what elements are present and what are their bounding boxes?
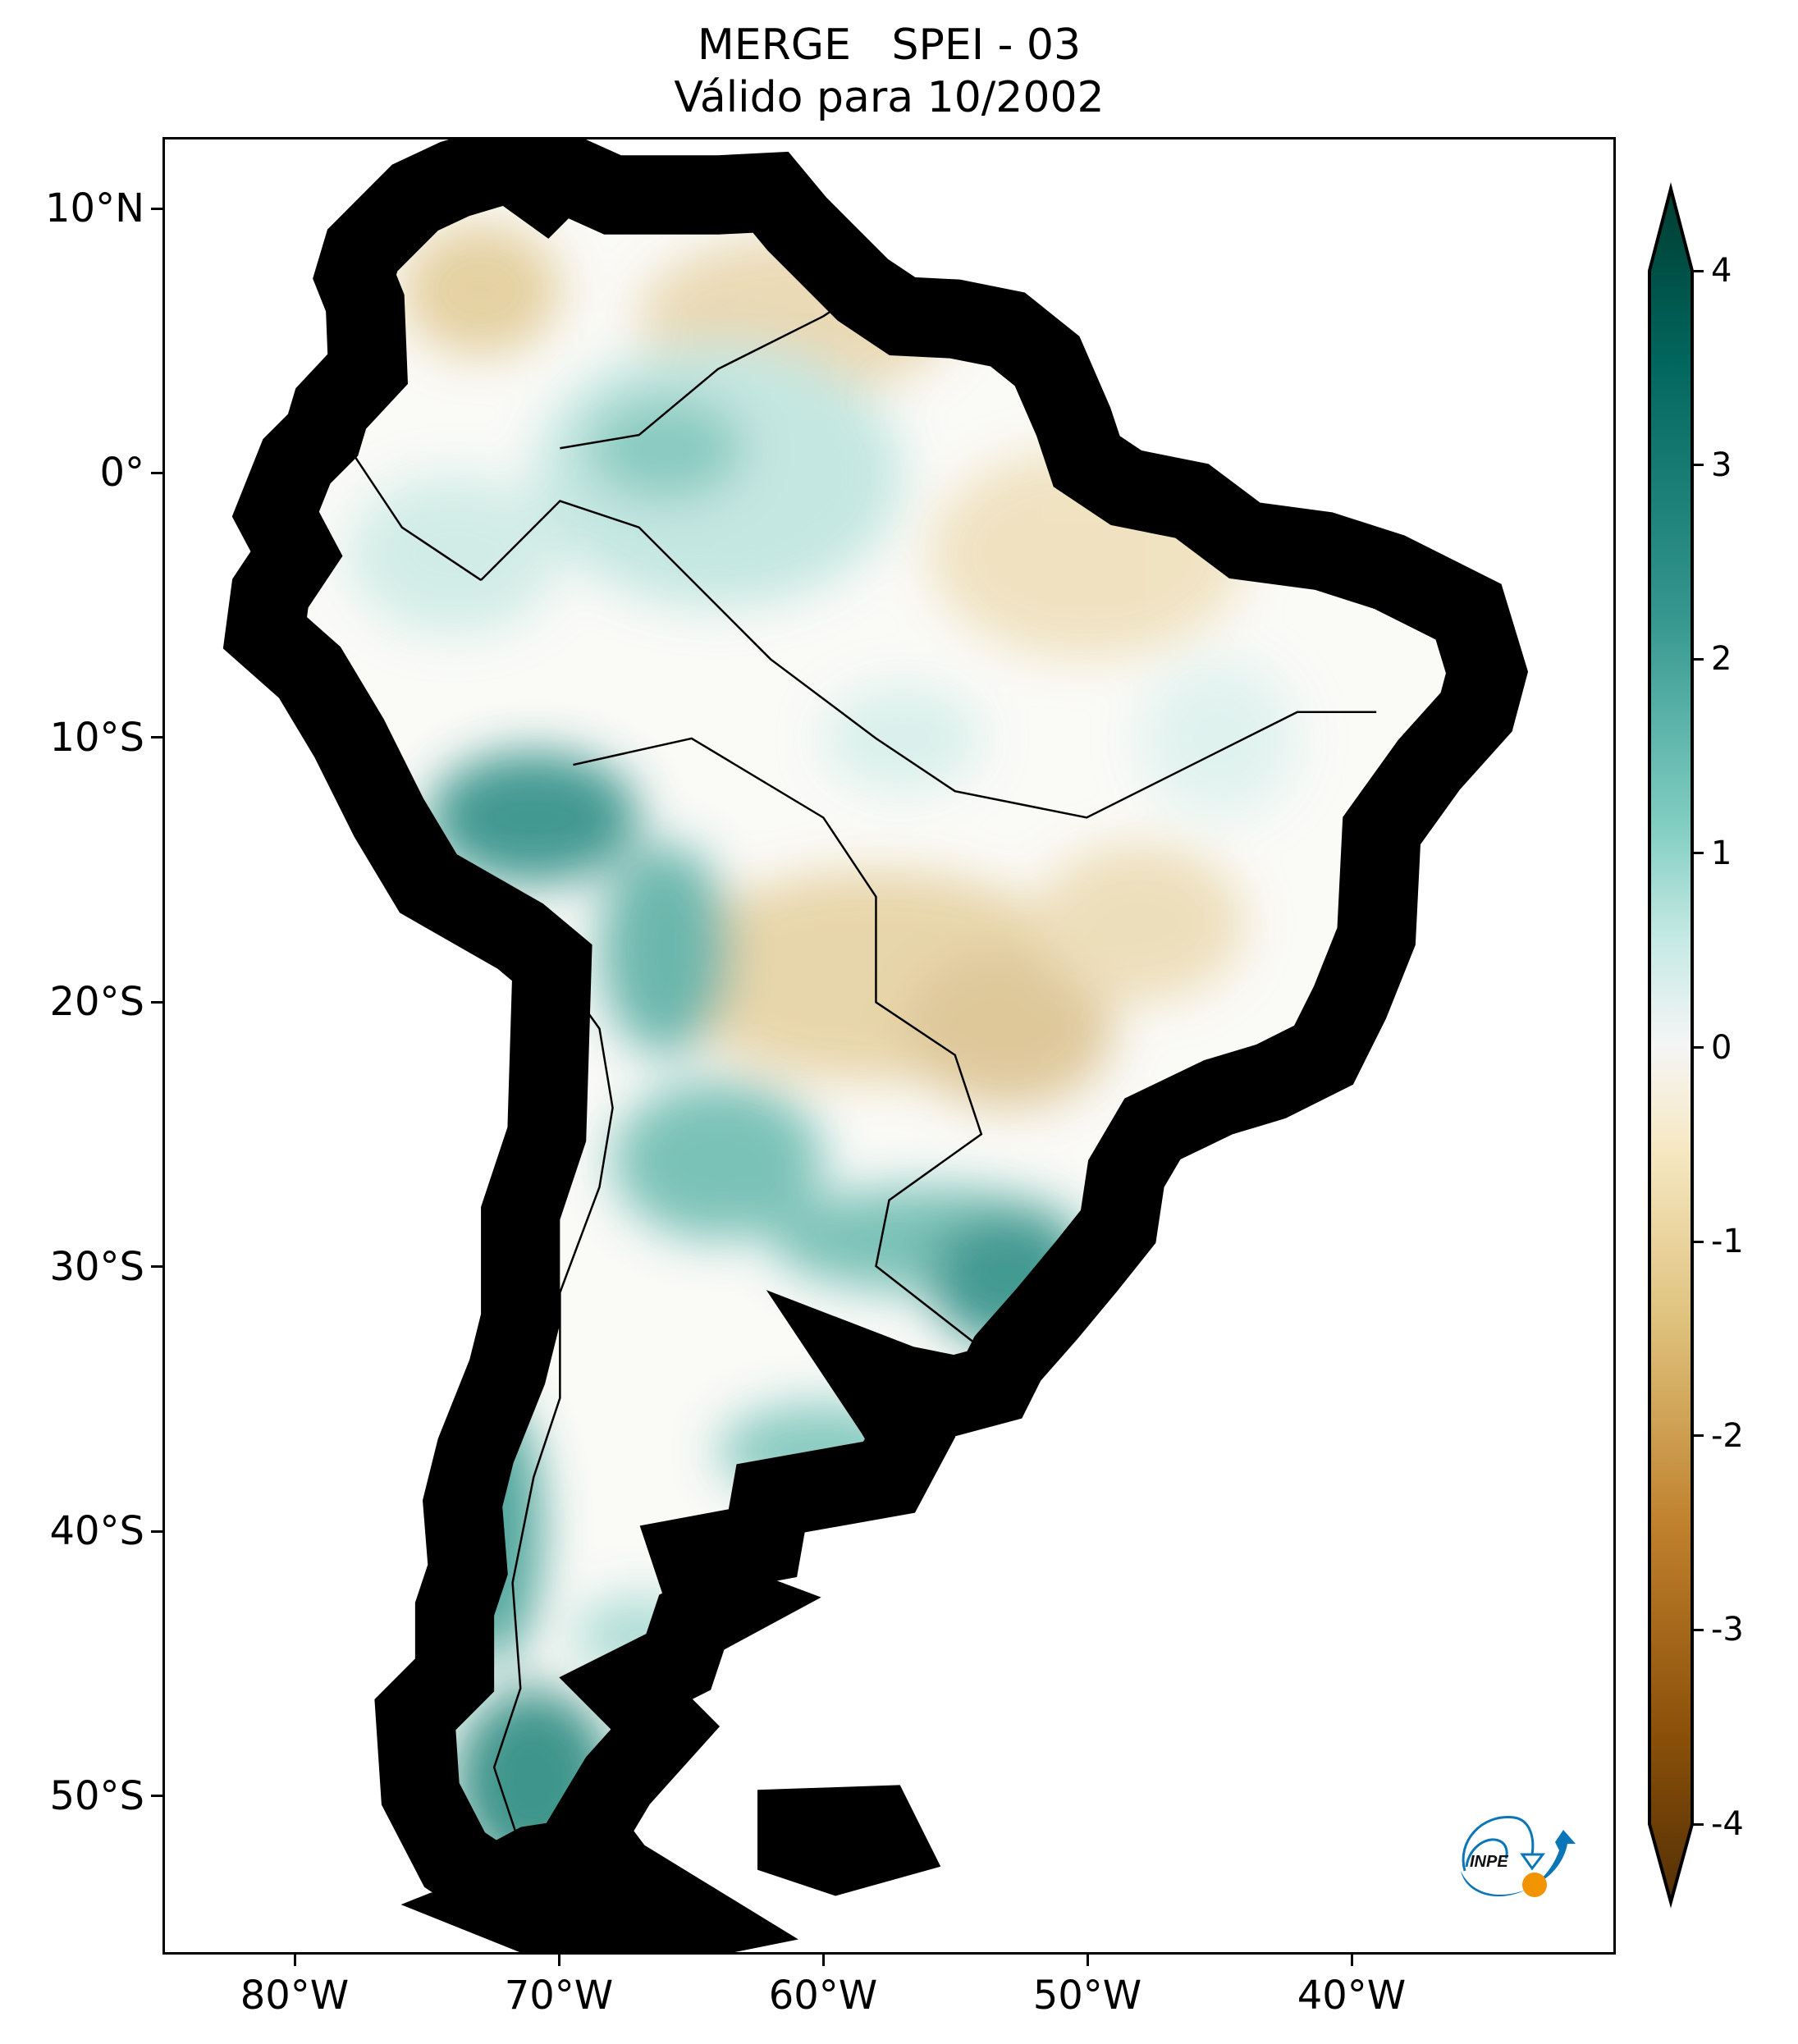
svg-text:INPE: INPE xyxy=(1470,1853,1508,1871)
colorbar-tick-label: 2 xyxy=(1711,640,1732,679)
colorbar-tick-label: 1 xyxy=(1711,834,1732,872)
y-tick-mark xyxy=(151,207,162,210)
colorbar-tick-label: -2 xyxy=(1711,1416,1744,1455)
colorbar-gradient xyxy=(1648,182,1694,1909)
colorbar-tick-mark xyxy=(1692,657,1704,661)
y-tick-label: 40°S xyxy=(49,1508,144,1555)
y-tick-label: 20°S xyxy=(49,979,144,1026)
map-title: MERGE SPEI - 03 xyxy=(697,21,1082,70)
map-subtitle: Válido para 10/2002 xyxy=(674,73,1105,122)
x-tick-label: 80°W xyxy=(240,1973,350,2019)
colorbar-tick-label: 3 xyxy=(1711,446,1732,484)
y-tick-label: 30°S xyxy=(49,1243,144,1290)
x-tick-label: 60°W xyxy=(768,1973,878,2019)
x-tick-mark xyxy=(557,1955,560,1966)
x-tick-mark xyxy=(1350,1955,1353,1966)
inpe-logo: INPE xyxy=(1461,1816,1576,1897)
map-plot-area xyxy=(162,137,1616,1955)
y-tick-label: 10°S xyxy=(49,714,144,761)
y-tick-mark xyxy=(151,471,162,474)
colorbar-tick-label: -3 xyxy=(1711,1611,1744,1649)
colorbar-tick-mark xyxy=(1692,1240,1704,1243)
country-borders xyxy=(350,290,1377,1846)
colorbar-tick-mark xyxy=(1692,1046,1704,1049)
x-tick-mark xyxy=(1086,1955,1089,1966)
colorbar-tick-mark xyxy=(1692,1628,1704,1631)
x-tick-mark xyxy=(821,1955,825,1966)
colorbar-tick-mark xyxy=(1692,1822,1704,1826)
y-tick-mark xyxy=(151,1000,162,1004)
colorbar-tick-label: -1 xyxy=(1711,1223,1744,1261)
y-tick-label: 0° xyxy=(99,450,144,496)
x-tick-label: 50°W xyxy=(1032,1973,1142,2019)
x-tick-mark xyxy=(293,1955,296,1966)
y-tick-mark xyxy=(151,736,162,739)
y-tick-mark xyxy=(151,1265,162,1269)
colorbar-tick-mark xyxy=(1692,464,1704,467)
colorbar-tick-mark xyxy=(1692,1434,1704,1438)
colorbar-tick-label: -4 xyxy=(1711,1805,1744,1843)
y-tick-label: 50°S xyxy=(49,1772,144,1819)
colorbar-tick-mark xyxy=(1692,269,1704,272)
colorbar-tick-label: 0 xyxy=(1711,1028,1732,1067)
colorbar-tick-label: 4 xyxy=(1711,252,1732,290)
y-tick-label: 10°N xyxy=(45,185,144,232)
colorbar-tick-mark xyxy=(1692,852,1704,855)
spei-map xyxy=(165,139,1613,1952)
x-tick-label: 70°W xyxy=(504,1973,614,2019)
x-tick-label: 40°W xyxy=(1297,1973,1407,2019)
y-tick-mark xyxy=(151,1530,162,1533)
y-tick-mark xyxy=(151,1795,162,1798)
